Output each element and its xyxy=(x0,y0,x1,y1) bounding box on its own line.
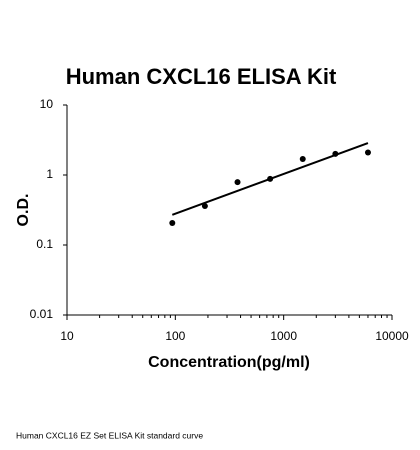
data-point xyxy=(234,179,241,186)
data-point xyxy=(201,203,208,210)
y-tick-label: 0.01 xyxy=(30,307,54,321)
y-tick-label: 1 xyxy=(46,167,53,181)
data-point xyxy=(299,156,306,163)
chart-title: Human CXCL16 ELISA Kit xyxy=(66,64,337,89)
data-point xyxy=(332,150,339,157)
x-axis-label: Concentration(pg/ml) xyxy=(148,354,310,371)
data-point xyxy=(364,149,371,156)
x-tick-label: 100 xyxy=(165,329,185,343)
y-tick-label: 0.1 xyxy=(36,237,53,251)
footer-note: Human CXCL16 EZ Set ELISA Kit standard c… xyxy=(16,430,203,440)
x-tick-label: 10 xyxy=(60,329,74,343)
y-tick-label: 10 xyxy=(40,97,54,111)
data-point xyxy=(169,220,176,227)
data-point xyxy=(267,175,274,182)
y-axis-label: O.D. xyxy=(15,194,32,227)
x-tick-label: 10000 xyxy=(375,329,409,343)
x-tick-label: 1000 xyxy=(270,329,297,343)
